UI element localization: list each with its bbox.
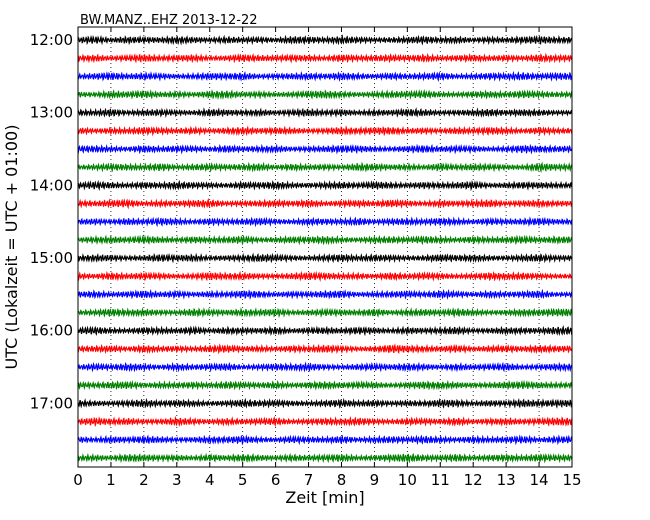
trace-line — [77, 307, 573, 319]
trace-line — [77, 361, 573, 373]
plot-area — [78, 27, 572, 467]
trace-line — [77, 379, 573, 391]
trace-line — [77, 88, 573, 101]
y-tick-label: 12:00 — [30, 31, 73, 49]
x-tick-label: 5 — [238, 471, 248, 489]
x-tick-label: 14 — [530, 471, 549, 489]
trace-line — [77, 288, 573, 300]
x-tick-label: 7 — [304, 471, 314, 489]
trace-line — [77, 452, 573, 464]
y-axis-ticks: 12:00 13:00 14:00 15:00 16:00 17:00 — [30, 31, 572, 412]
trace-line — [77, 179, 573, 192]
trace-line — [77, 216, 573, 228]
trace-line — [77, 197, 573, 210]
grid-lines — [110, 27, 540, 467]
trace-line — [77, 415, 573, 428]
x-tick-label: 0 — [73, 471, 83, 489]
x-tick-label: 13 — [497, 471, 516, 489]
x-tick-label: 4 — [205, 471, 215, 489]
trace-line — [77, 34, 573, 46]
x-tick-label: 11 — [431, 471, 450, 489]
y-tick-label: 17:00 — [30, 394, 73, 412]
trace-line — [77, 434, 573, 446]
trace-line — [77, 252, 573, 264]
y-tick-label: 13:00 — [30, 104, 73, 122]
plot-frame — [77, 26, 573, 468]
y-tick-label: 14:00 — [30, 176, 73, 194]
y-tick-label: 16:00 — [30, 322, 73, 340]
x-tick-label: 8 — [337, 471, 347, 489]
x-axis-ticks: 0 1 2 3 4 5 6 7 8 9 10 11 12 13 14 15 — [73, 27, 582, 489]
x-tick-label: 15 — [562, 471, 581, 489]
trace-line — [77, 143, 573, 155]
trace-line — [77, 270, 573, 282]
x-tick-label: 9 — [370, 471, 380, 489]
x-tick-label: 12 — [464, 471, 483, 489]
x-tick-label: 2 — [139, 471, 149, 489]
x-tick-label: 3 — [172, 471, 182, 489]
trace-line — [77, 161, 573, 174]
trace-line — [77, 52, 573, 64]
trace-line — [77, 125, 573, 137]
y-tick-label: 15:00 — [30, 249, 73, 267]
trace-line — [77, 325, 573, 337]
chart-title: BW.MANZ..EHZ 2013-12-22 — [80, 13, 258, 28]
trace-line — [77, 70, 573, 83]
x-axis-label: Zeit [min] — [285, 488, 364, 507]
trace-line — [77, 397, 573, 409]
y-axis-label: UTC (Lokalzeit = UTC + 01:00) — [2, 125, 21, 370]
x-tick-label: 10 — [398, 471, 417, 489]
trace-line — [77, 107, 573, 119]
trace-line — [77, 234, 573, 246]
seismic-traces — [77, 34, 573, 464]
x-tick-label: 6 — [271, 471, 281, 489]
x-tick-label: 1 — [106, 471, 116, 489]
trace-line — [77, 343, 573, 355]
